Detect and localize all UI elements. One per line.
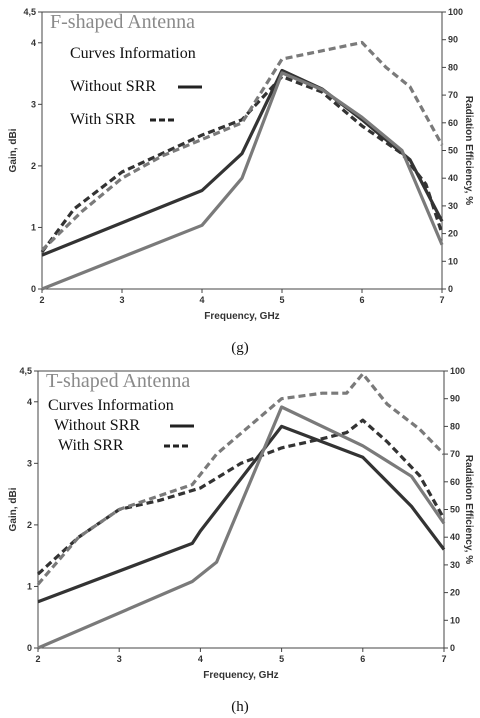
y2-tick-label: 50	[450, 505, 460, 515]
y-tick-label: 0	[27, 643, 32, 653]
series-line-efficiency-dashed	[36, 372, 446, 586]
y-tick-label: 4,5	[19, 366, 32, 376]
x-tick-label: 5	[279, 295, 284, 305]
series-line-gain-solid	[41, 68, 444, 257]
y-tick-label: 0	[31, 284, 36, 294]
y2-tick-label: 30	[448, 201, 458, 211]
y2-tick-label: 100	[448, 7, 463, 17]
x-tick-label: 6	[359, 295, 364, 305]
y2-tick-label: 0	[448, 284, 453, 294]
y-tick-label: 1	[31, 222, 36, 232]
y2-tick-label: 90	[448, 35, 458, 45]
y-tick-label: 2	[31, 161, 36, 171]
y2-tick-label: 80	[450, 421, 460, 431]
x-tick-label: 4	[198, 654, 203, 664]
series-line-gain-dashed	[40, 75, 444, 254]
legend-heading: Curves Information	[48, 397, 174, 414]
x-tick-label: 3	[119, 295, 124, 305]
y-tick-label: 4	[27, 397, 32, 407]
x-axis-label: Frequency, GHz	[203, 670, 278, 681]
x-tick-label: 7	[441, 654, 446, 664]
y2-tick-label: 0	[450, 643, 455, 653]
chart-t-shaped-antenna: 2 3 4 5 6 7012344,50102030405060708090100Freq…	[8, 366, 474, 715]
y-tick-label: 1	[27, 581, 32, 591]
y2-tick-label: 50	[448, 146, 458, 156]
figure-caption: (g)	[231, 340, 249, 356]
y-tick-label: 3	[27, 458, 32, 468]
y2-tick-label: 100	[450, 366, 465, 376]
chart-title: F-shaped Antenna	[50, 11, 195, 33]
series-line-efficiency-dashed	[40, 40, 444, 252]
y2-axis-label: Radiation Efficiency, %	[463, 455, 474, 564]
legend-heading: Curves Information	[70, 45, 196, 62]
series-line-gain-solid	[37, 424, 446, 604]
chart-f-shaped-antenna: 2 3 4 5 6 7012344,50102030405060708090100Freq…	[8, 7, 474, 356]
y2-tick-label: 10	[450, 615, 460, 625]
legend-entry-label: Without SRR	[70, 78, 156, 95]
y2-tick-label: 70	[450, 449, 460, 459]
legend-entry-label: Without SRR	[54, 417, 140, 434]
series-line-efficiency-solid	[37, 405, 446, 650]
legend-entry-label: With SRR	[58, 437, 124, 454]
y2-axis-label: Radiation Efficiency, %	[463, 96, 474, 205]
x-tick-label: 2	[35, 654, 40, 664]
y2-tick-label: 20	[450, 588, 460, 598]
y2-tick-label: 60	[450, 477, 460, 487]
y2-tick-label: 90	[450, 394, 460, 404]
y2-tick-label: 60	[448, 118, 458, 128]
y2-tick-label: 20	[448, 229, 458, 239]
y2-tick-label: 30	[450, 560, 460, 570]
y-axis-label: Gain, dBi	[8, 128, 19, 172]
y2-tick-label: 70	[448, 90, 458, 100]
x-axis-label: Frequency, GHz	[204, 311, 279, 322]
x-tick-label: 4	[199, 295, 204, 305]
y-tick-label: 2	[27, 520, 32, 530]
figure-caption: (h)	[231, 699, 249, 715]
chart-title: T-shaped Antenna	[46, 370, 190, 392]
series-line-efficiency-solid	[41, 71, 444, 291]
x-tick-label: 7	[439, 295, 444, 305]
y2-tick-label: 80	[448, 62, 458, 72]
y-tick-label: 3	[31, 99, 36, 109]
y-tick-label: 4	[31, 38, 36, 48]
x-tick-label: 5	[279, 654, 284, 664]
y2-tick-label: 10	[448, 256, 458, 266]
x-tick-label: 3	[117, 654, 122, 664]
x-tick-label: 6	[360, 654, 365, 664]
legend-entry-label: With SRR	[70, 111, 136, 128]
y2-tick-label: 40	[448, 173, 458, 183]
y2-tick-label: 40	[450, 532, 460, 542]
y-axis-label: Gain, dBi	[8, 487, 19, 531]
y-tick-label: 4,5	[23, 7, 36, 17]
x-tick-label: 2	[39, 295, 44, 305]
